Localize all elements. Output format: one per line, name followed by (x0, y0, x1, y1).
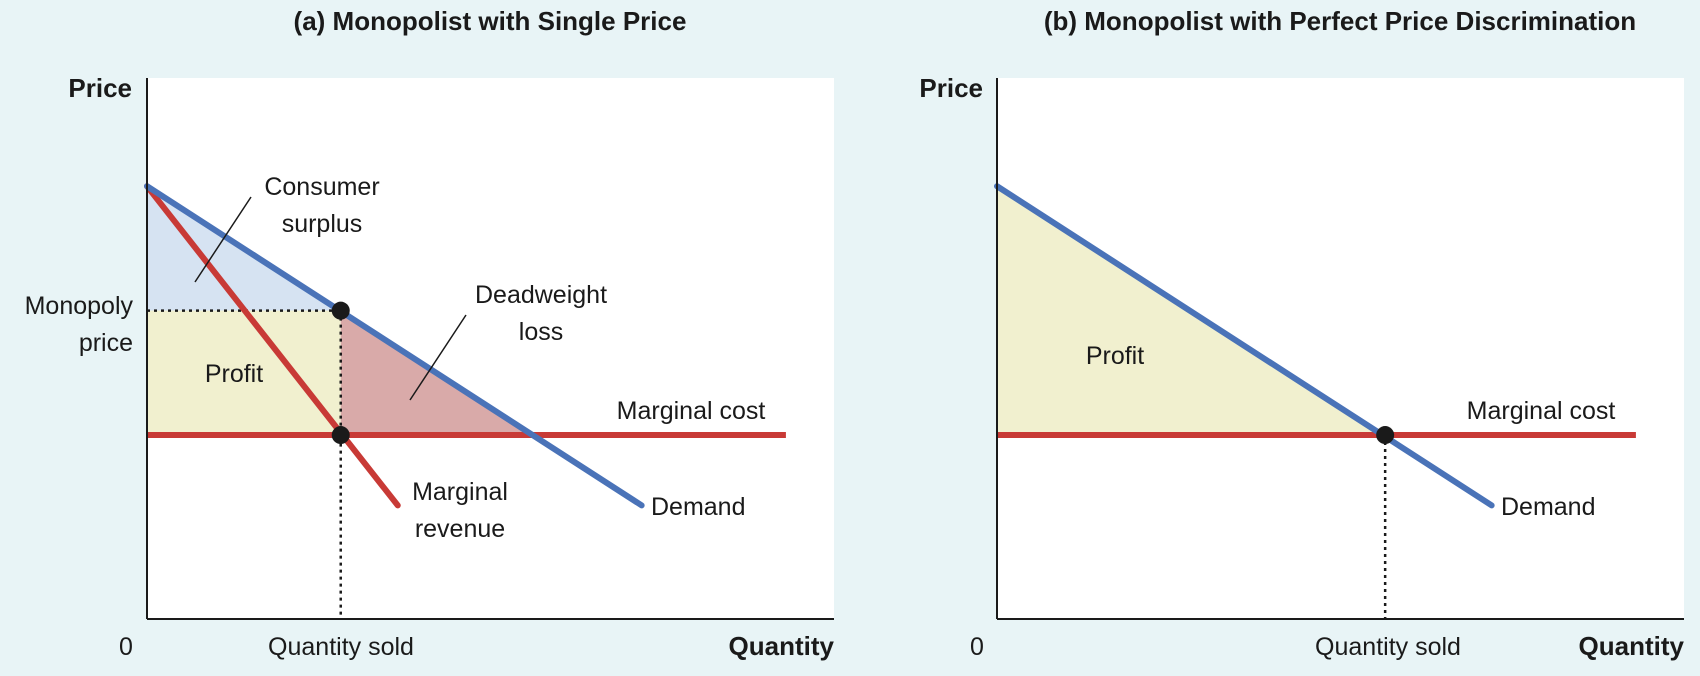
panel-b-profit-label: Profit (1086, 342, 1144, 370)
panel-a-consumer-surplus-pointer (194, 196, 252, 283)
panel-a-profit-area (147, 310, 341, 436)
panel-b-demand-line (994, 183, 1495, 509)
panel-b-y-axis-title: Price (919, 73, 983, 103)
panel-a-monopoly-price-tick-line1: Monopoly (25, 292, 134, 320)
panel-a-marginal-revenue-label-line1: Marginal (412, 478, 508, 506)
panel-a-y-axis-title: Price (68, 73, 132, 103)
panel-a-deadweight-loss-label-line2: loss (519, 318, 563, 346)
panel-a-origin-label: 0 (119, 633, 133, 661)
panel-b-equilibrium-point (1376, 426, 1395, 445)
panel-a-marginal-revenue-line (144, 183, 401, 509)
panel-a-profit-label: Profit (205, 360, 263, 388)
panel-a-title: (a) Monopolist with Single Price (294, 6, 687, 36)
panel-b-x-axis-title: Quantity (1579, 631, 1685, 661)
panel-a-monopoly-price-tick-line2: price (79, 329, 133, 357)
panel-b-marginal-cost-label: Marginal cost (1467, 397, 1616, 425)
panel-a-demand-line (144, 183, 645, 509)
panel-b: (b) Monopolist with Perfect Price Discri… (919, 6, 1684, 661)
panel-a-x-axis-title: Quantity (729, 631, 835, 661)
panel-a-deadweight-loss-label-line1: Deadweight (475, 281, 607, 309)
panel-a-marginal-cost-label: Marginal cost (617, 397, 766, 425)
panel-b-demand-label: Demand (1501, 493, 1596, 521)
panel-b-title: (b) Monopolist with Perfect Price Discri… (1044, 6, 1636, 36)
panel-b-quantity-sold-tick: Quantity sold (1315, 633, 1461, 661)
panel-a-demand-label: Demand (651, 493, 746, 521)
panel-a-consumer-surplus-label-line2: surplus (282, 210, 363, 238)
panel-a-quantity-sold-tick: Quantity sold (268, 633, 414, 661)
panel-a: (a) Monopolist with Single Price Price Q… (25, 6, 835, 661)
panel-b-origin-label: 0 (970, 633, 984, 661)
panel-a-monopoly-point (331, 301, 350, 320)
panel-a-consumer-surplus-label-line1: Consumer (264, 173, 379, 201)
panel-a-marginal-revenue-label-line2: revenue (415, 515, 505, 543)
panel-a-mr-mc-point (331, 426, 350, 445)
panel-a-deadweight-loss-pointer (409, 314, 467, 401)
